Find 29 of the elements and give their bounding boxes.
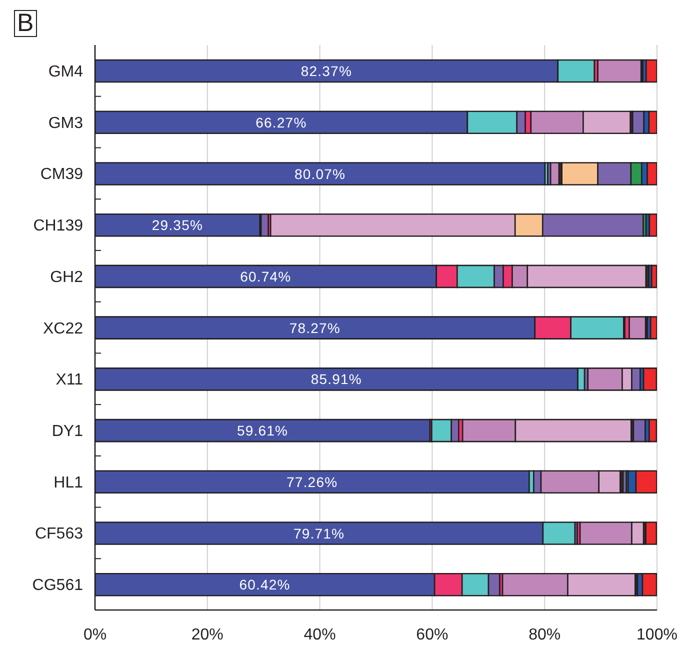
chart-title: B [14,9,37,37]
data-label: 79.71% [293,525,345,542]
y-tick-label: DY1 [52,422,84,440]
y-tick-label: GM4 [48,63,84,80]
y-tick-label: CH139 [33,218,84,235]
x-tick-label: 20% [191,626,224,644]
y-tick-label: CF563 [34,526,84,543]
x-tick-label: 0% [83,626,107,644]
x-tick-label: 40% [304,626,336,644]
data-label: 29.35% [152,217,204,234]
data-label: 59.61% [236,422,288,439]
y-tick-label: GH2 [50,268,84,286]
data-label: 66.27% [256,114,307,130]
y-tick-label: X11 [56,372,84,389]
data-label: 60.74% [240,268,292,284]
data-label: 60.42% [239,576,290,593]
data-label: 80.07% [294,166,346,182]
y-tick-label: XC22 [42,320,84,338]
y-tick-label: GM3 [48,114,84,132]
data-label: 77.26% [286,474,338,490]
y-tick-label: CG561 [32,577,84,594]
data-label: 82.37% [300,63,352,80]
y-tick-label: CM39 [40,166,84,184]
x-tick-label: 100% [636,626,678,644]
data-label: 85.91% [310,371,362,388]
y-tick-label: HL1 [54,474,84,492]
data-label: 78.27% [289,320,340,336]
x-tick-label: 80% [528,626,561,644]
x-tick-label: 60% [416,626,448,644]
